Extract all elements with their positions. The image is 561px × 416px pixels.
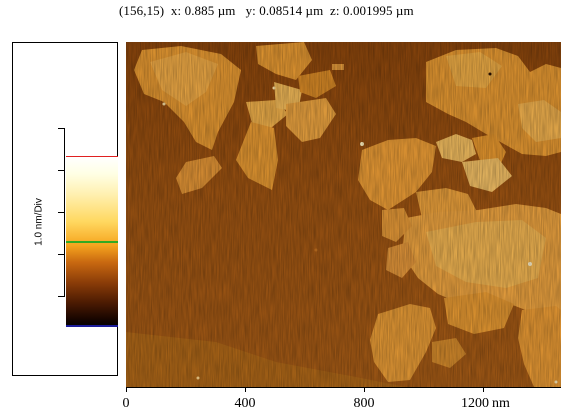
- color-scale-mid-marker[interactable]: [66, 241, 118, 243]
- pixel-coordinate: (156,15): [119, 3, 165, 18]
- x-tick-label: 0: [122, 396, 130, 411]
- color-scale-lower-marker[interactable]: [66, 325, 118, 327]
- x-tick-label: 1200: [461, 396, 489, 411]
- color-scale-tick: [58, 128, 64, 129]
- x-axis-tick: [245, 387, 246, 392]
- color-scale-tick: [58, 212, 64, 213]
- color-scale-tick: [58, 254, 64, 255]
- color-scale-tick: [58, 296, 64, 297]
- x-tick-label: 800: [353, 396, 375, 411]
- color-scale-upper-marker[interactable]: [66, 156, 118, 157]
- color-scale-axis: [64, 128, 65, 297]
- x-axis-tick: [483, 387, 484, 392]
- scan-line-texture: [126, 42, 561, 387]
- x-axis-tick: [126, 387, 127, 392]
- x-tick-label: 400: [234, 396, 256, 411]
- x-label: x:: [170, 3, 182, 18]
- y-value: 0.08514 µm: [259, 3, 324, 18]
- afm-image-canvas: [126, 42, 561, 387]
- z-label: z:: [330, 3, 340, 18]
- afm-height-image[interactable]: [126, 42, 561, 387]
- x-axis-line: [126, 387, 561, 388]
- y-label: y:: [245, 3, 256, 18]
- x-axis-tick: [364, 387, 365, 392]
- cursor-readout: (156,15) x: 0.885 µm y: 0.08514 µm z: 0.…: [119, 3, 561, 19]
- z-value: 0.001995 µm: [343, 3, 414, 18]
- color-scale-tick: [58, 170, 64, 171]
- color-scale-label: 1.0 nm/Div: [33, 198, 45, 246]
- x-value: 0.885 µm: [184, 3, 236, 18]
- x-axis-unit: nm: [492, 396, 510, 411]
